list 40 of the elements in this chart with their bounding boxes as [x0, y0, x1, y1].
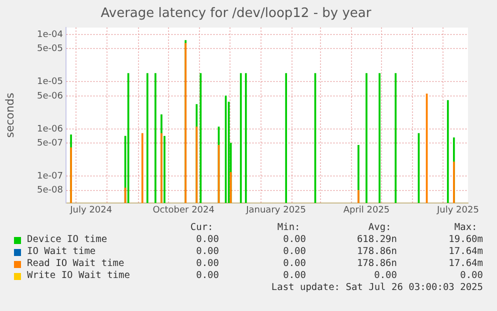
text: 19.60m	[448, 234, 483, 246]
text: 0.00	[459, 270, 483, 282]
text: 0.00	[373, 270, 397, 282]
x-tick-label: October 2024	[152, 206, 215, 216]
y-tick-label: 1e-05	[37, 77, 63, 88]
text: 0.00	[195, 246, 219, 258]
y-tick-label: 5e-07	[37, 138, 63, 148]
y-tick-label: 5e-05	[37, 44, 63, 54]
text: Min:	[276, 222, 302, 234]
text: 618.29n	[356, 234, 397, 246]
text: Avg:	[367, 222, 392, 234]
text: 178.86n	[356, 258, 397, 270]
text: Cur:	[189, 222, 214, 234]
y-tick-label: 5e-06	[37, 91, 64, 102]
legend-label: Device IO time	[27, 234, 108, 246]
y-axis-title: seconds	[3, 92, 16, 138]
legend-label: IO Wait time	[27, 246, 96, 258]
text: 0.00	[282, 234, 306, 246]
x-tick-label: April 2025	[343, 206, 390, 216]
legend-label: Read IO Wait time	[27, 258, 124, 270]
text: 17.64m	[448, 258, 483, 270]
y-tick-label: 1e-04	[37, 30, 64, 40]
text: 0.00	[282, 258, 306, 270]
text: 178.86n	[356, 246, 397, 258]
text: 0.00	[195, 234, 219, 246]
x-tick-label: July 2024	[69, 206, 112, 216]
text: 0.00	[282, 246, 306, 258]
legend-label: Write IO Wait time	[27, 270, 130, 282]
x-tick-label: January 2025	[245, 206, 306, 216]
text: Max:	[453, 222, 478, 234]
text: 0.00	[195, 258, 219, 270]
y-tick-label: 1e-07	[37, 171, 63, 182]
text: 17.64m	[448, 246, 483, 258]
x-tick-label: July 2025	[436, 206, 479, 216]
text: Last update: Sat Jul 26 03:00:03 2025	[271, 282, 483, 293]
text: 0.00	[282, 270, 306, 282]
chart-title: Average latency for /dev/loop12 - by year	[100, 6, 372, 22]
text: 0.00	[195, 270, 219, 282]
y-tick-label: 1e-06	[37, 124, 64, 134]
y-tick-label: 5e-08	[37, 186, 64, 196]
